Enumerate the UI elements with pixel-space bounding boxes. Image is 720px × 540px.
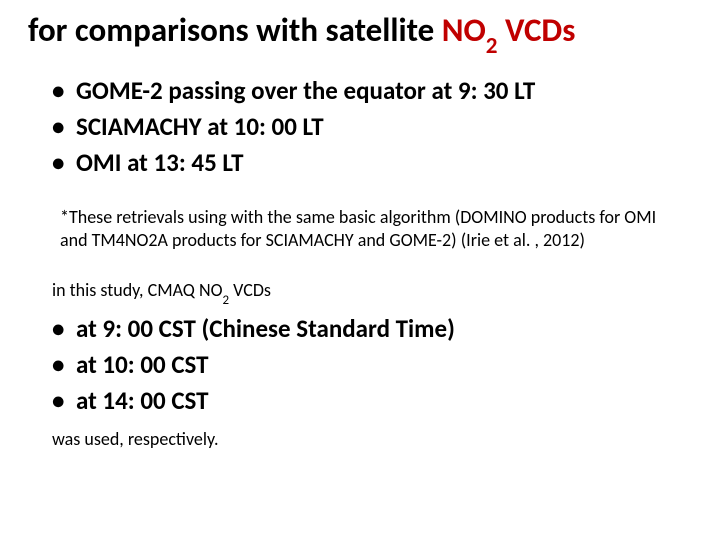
slide-title: for comparisons with satellite NO2 VCDs: [28, 12, 692, 55]
closing-text: was used, respectively.: [28, 428, 692, 450]
slide-content: for comparisons with satellite NO2 VCDs …: [0, 0, 720, 540]
study-sub: 2: [223, 293, 230, 308]
study-suffix: VCDs: [229, 279, 271, 301]
study-line: in this study, CMAQ NO2 VCDs: [28, 279, 692, 305]
satellite-list: GOME-2 passing over the equator at 9: 30…: [28, 73, 692, 182]
title-part-black: for comparisons with satellite: [28, 10, 442, 50]
title-sub: 2: [486, 32, 498, 60]
list-item: SCIAMACHY at 10: 00 LT: [52, 109, 692, 145]
retrievals-note: *These retrievals using with the same ba…: [28, 206, 692, 254]
list-item: at 9: 00 CST (Chinese Standard Time): [52, 311, 692, 347]
title-no: NO: [442, 10, 486, 50]
study-prefix: in this study, CMAQ NO: [52, 279, 223, 301]
list-item: at 10: 00 CST: [52, 347, 692, 383]
title-part-red: NO2 VCDs: [442, 10, 576, 50]
list-item: at 14: 00 CST: [52, 383, 692, 419]
times-list: at 9: 00 CST (Chinese Standard Time) at …: [28, 311, 692, 420]
list-item: GOME-2 passing over the equator at 9: 30…: [52, 73, 692, 109]
list-item: OMI at 13: 45 LT: [52, 145, 692, 181]
title-vcds: VCDs: [498, 10, 576, 50]
